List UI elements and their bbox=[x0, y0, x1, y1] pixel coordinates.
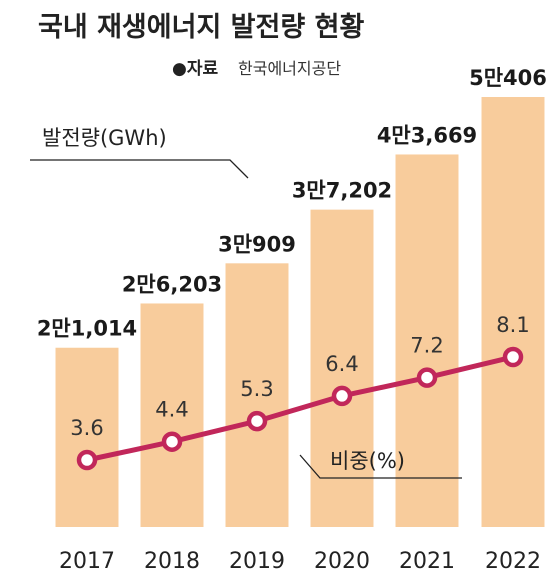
share-value-label-2021: 7.2 bbox=[410, 334, 443, 358]
bar-value-label-2017: 2만1,014 bbox=[37, 317, 137, 341]
bar-2022 bbox=[481, 97, 545, 527]
bar-value-label-2019: 3만909 bbox=[218, 232, 296, 256]
bar-value-label-2020: 3만7,202 bbox=[292, 179, 392, 203]
share-value-label-2018: 4.4 bbox=[155, 398, 188, 422]
bar-2017 bbox=[55, 347, 119, 527]
bar-value-label-2022: 5만406 bbox=[469, 66, 547, 90]
bar-labels-group: 2만1,014 2만6,203 3만909 3만7,202 4만3,669 5만406 bbox=[37, 66, 547, 341]
share-marker-2017 bbox=[76, 449, 98, 471]
bar-2020 bbox=[310, 209, 374, 527]
share-marker-2022 bbox=[502, 346, 524, 368]
share-marker-2021 bbox=[416, 367, 438, 388]
chart-title: 국내 재생에너지 발전량 현황 bbox=[38, 12, 364, 43]
bar-2021 bbox=[395, 154, 459, 527]
share-value-label-2017: 3.6 bbox=[70, 416, 103, 440]
bar-2018 bbox=[140, 303, 204, 527]
share-value-label-2020: 6.4 bbox=[325, 352, 358, 376]
share-value-label-2019: 5.3 bbox=[240, 377, 273, 401]
legend-share-label: 비중(%) bbox=[330, 449, 405, 473]
share-labels-group: 3.6 4.4 5.3 6.4 7.2 8.1 bbox=[70, 313, 529, 440]
share-marker-2018 bbox=[161, 431, 183, 452]
share-line-group bbox=[76, 346, 524, 471]
share-marker-2020 bbox=[331, 385, 353, 407]
legend-generation-label: 발전량(GWh) bbox=[42, 126, 167, 150]
bar-value-label-2021: 4만3,669 bbox=[377, 123, 477, 147]
bar-2019 bbox=[225, 263, 289, 527]
legend-share: 비중(%) bbox=[299, 449, 462, 479]
source-text: 한국에너지공단 bbox=[238, 59, 341, 78]
year-axis-labels: 2017 2018 2019 2020 2021 2022 bbox=[59, 549, 541, 574]
legend-generation: 발전량(GWh) bbox=[30, 126, 249, 179]
year-label-2021: 2021 bbox=[399, 549, 455, 574]
source-label: ●자료 bbox=[172, 59, 218, 79]
year-label-2022: 2022 bbox=[485, 549, 541, 574]
share-marker-2019 bbox=[246, 410, 268, 432]
legend-generation-leader bbox=[30, 159, 249, 179]
share-value-label-2022: 8.1 bbox=[496, 313, 529, 337]
year-label-2020: 2020 bbox=[314, 549, 370, 574]
share-line bbox=[86, 354, 514, 463]
bar-value-label-2018: 2만6,203 bbox=[122, 272, 222, 296]
legend-share-leader bbox=[299, 454, 462, 479]
year-label-2018: 2018 bbox=[144, 549, 200, 574]
year-label-2017: 2017 bbox=[59, 549, 115, 574]
year-label-2019: 2019 bbox=[229, 549, 285, 574]
bars-group bbox=[55, 97, 545, 527]
